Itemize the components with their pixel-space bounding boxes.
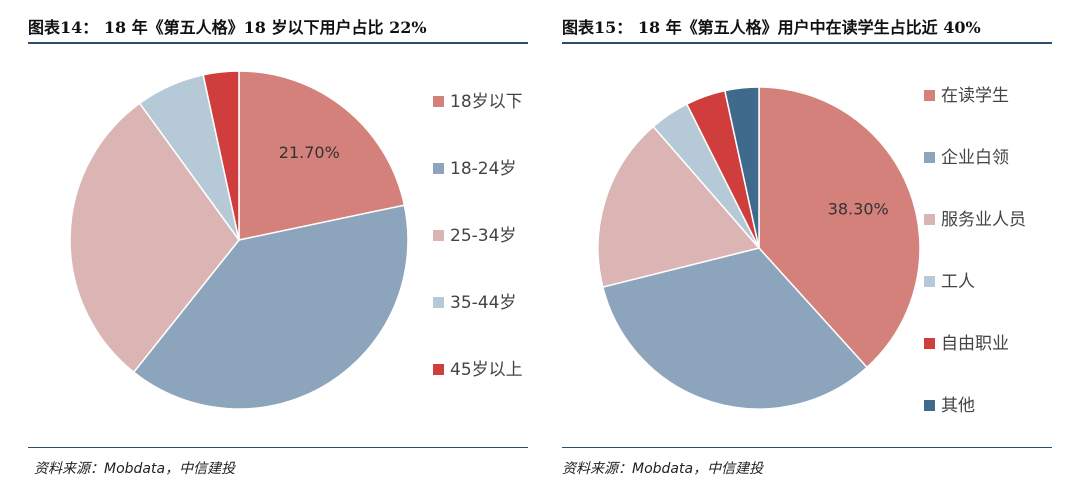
legend-swatch: [433, 297, 444, 308]
legend-label: 35-44岁: [450, 293, 516, 313]
pie-chart-age: 21.70% 18岁以下 18-24岁 25-34岁 35-44岁 45岁以上: [69, 70, 523, 410]
chart-panel-right: 图表15： 18 年《第五人格》用户中在读学生占比近 40% 38.30% 在读学…: [540, 0, 1080, 489]
legend-label: 服务业人员: [941, 210, 1026, 230]
legend-swatch: [433, 163, 444, 174]
pie-slice: [132, 204, 409, 410]
source-note: 资料来源：Mobdata，中信建投: [562, 461, 764, 477]
legend-label: 企业白领: [941, 148, 1009, 168]
source-note: 资料来源：Mobdata，中信建投: [34, 461, 236, 477]
legend-swatch: [924, 90, 935, 101]
pie-slice: [723, 86, 760, 249]
legend-swatch: [433, 96, 444, 107]
pie-slice: [601, 247, 869, 410]
pie-slice: [758, 86, 921, 369]
legend-label: 18岁以下: [450, 92, 523, 112]
legend-label: 25-34岁: [450, 226, 516, 246]
chart-title: 图表14： 18 年《第五人格》18 岁以下用户占比 22%: [28, 18, 427, 37]
legend-label: 自由职业: [941, 334, 1009, 354]
pie-slice: [238, 70, 406, 241]
data-label: 21.70%: [279, 143, 340, 162]
legend-swatch: [924, 400, 935, 411]
pie-slice: [202, 70, 240, 241]
legend-label: 18-24岁: [450, 159, 516, 179]
legend-label: 工人: [941, 272, 975, 292]
legend-swatch: [433, 364, 444, 375]
legend-label: 在读学生: [941, 86, 1009, 106]
legend-swatch: [924, 338, 935, 349]
legend-swatch: [924, 276, 935, 287]
chart-panel-left: 图表14： 18 年《第五人格》18 岁以下用户占比 22% 21.70% 18岁…: [28, 18, 528, 477]
legend-label: 45岁以上: [450, 360, 523, 380]
source-rule: [28, 447, 528, 448]
pie-slice: [597, 125, 761, 288]
legend-swatch: [924, 214, 935, 225]
title-rule: [28, 42, 528, 44]
source-rule: [562, 447, 1052, 448]
legend-label: 其他: [941, 396, 975, 416]
pie-slice: [69, 102, 240, 374]
chart-title: 图表15： 18 年《第五人格》用户中在读学生占比近 40%: [562, 18, 981, 37]
title-rule: [562, 42, 1052, 44]
legend-swatch: [433, 230, 444, 241]
legend-swatch: [924, 152, 935, 163]
data-label: 38.30%: [828, 199, 889, 218]
